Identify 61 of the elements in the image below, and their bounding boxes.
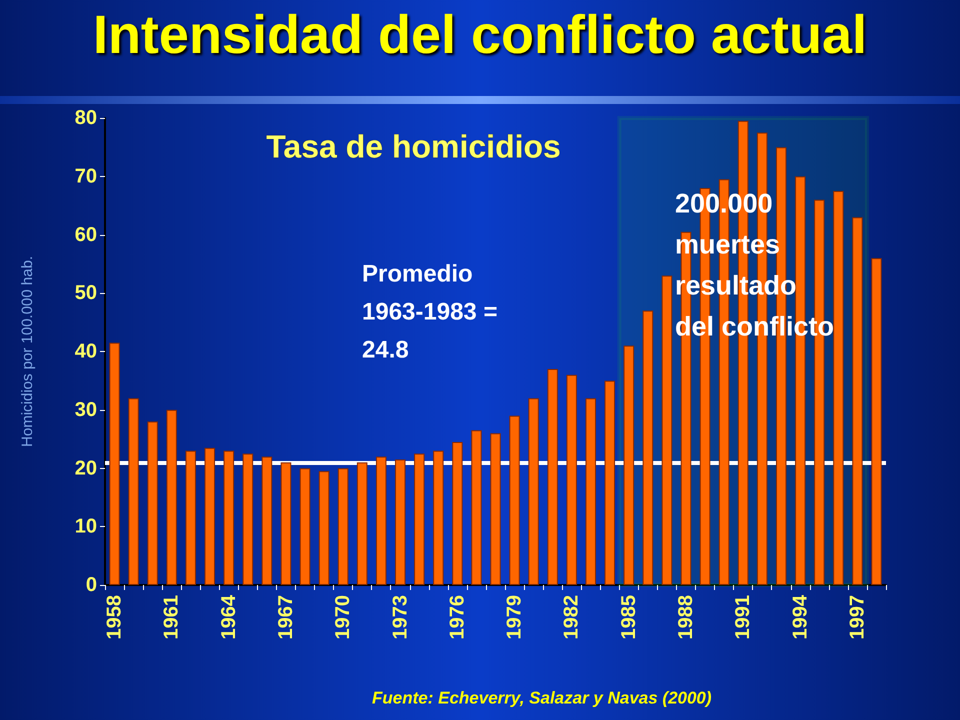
- y-tick-label: 0: [86, 574, 97, 596]
- bar: [242, 454, 254, 585]
- x-tick-label: 1979: [504, 595, 526, 640]
- x-tick-label: 1994: [789, 594, 812, 640]
- bar: [338, 468, 348, 585]
- x-tick-label: 1991: [732, 595, 754, 640]
- y-tick-label: 40: [74, 340, 97, 362]
- x-tick-label: 1961: [160, 595, 183, 640]
- annotation: Promedio 1963-1983 = 24.8: [362, 260, 498, 364]
- bar: [642, 310, 654, 585]
- bar: [318, 471, 330, 585]
- bar: [300, 468, 310, 585]
- bar: [833, 190, 844, 585]
- bar: [452, 442, 463, 585]
- y-tick-label: 60: [74, 224, 97, 246]
- x-tick-label: 1973: [389, 595, 412, 640]
- x-tick-label: 1958: [104, 595, 126, 640]
- chart-subtitle: Tasa de homicidios: [266, 128, 561, 164]
- bar: [280, 462, 292, 585]
- bar: [624, 346, 634, 585]
- bar: [566, 374, 577, 585]
- bar: [109, 342, 120, 585]
- bar: [662, 276, 672, 585]
- bar: [204, 448, 216, 585]
- x-tick-label: 1976: [446, 595, 468, 640]
- bar: [871, 258, 882, 585]
- bar: [185, 450, 196, 585]
- bar: [852, 217, 863, 585]
- bar: [262, 456, 272, 585]
- chart-title: Intensidad del conflicto actual: [92, 4, 868, 66]
- y-tick-label: 50: [74, 282, 97, 304]
- y-tick-label: 20: [74, 457, 97, 480]
- x-tick-label: 1985: [618, 595, 640, 640]
- source-note: Fuente: Echeverry, Salazar y Navas (2000): [372, 688, 712, 708]
- x-tick-label: 1997: [846, 595, 868, 640]
- x-tick-label: 1967: [274, 595, 297, 640]
- x-tick-label: 1982: [560, 595, 583, 640]
- bar: [586, 398, 596, 585]
- y-axis-title: Homicidios por 100.000 hab.: [19, 256, 36, 447]
- bar: [490, 433, 501, 585]
- y-tick-label: 10: [74, 516, 97, 538]
- bar: [547, 369, 558, 585]
- bar: [395, 459, 406, 585]
- bar: [376, 456, 386, 585]
- bar: [356, 462, 368, 585]
- y-tick-label: 80: [74, 107, 97, 129]
- bar: [224, 450, 234, 585]
- bar: [414, 454, 425, 585]
- bar: [604, 380, 616, 585]
- x-tick-label: 1970: [332, 595, 354, 640]
- bar: [166, 410, 177, 585]
- bar: [128, 398, 139, 585]
- y-tick-label: 30: [74, 398, 97, 421]
- bar: [509, 416, 520, 585]
- bar: [528, 398, 539, 585]
- bar: [147, 422, 158, 585]
- x-tick-label: 1988: [674, 595, 697, 640]
- y-tick-label: 70: [74, 165, 97, 188]
- bar: [471, 430, 482, 585]
- bar: [433, 450, 444, 585]
- x-tick-label: 1964: [218, 594, 240, 640]
